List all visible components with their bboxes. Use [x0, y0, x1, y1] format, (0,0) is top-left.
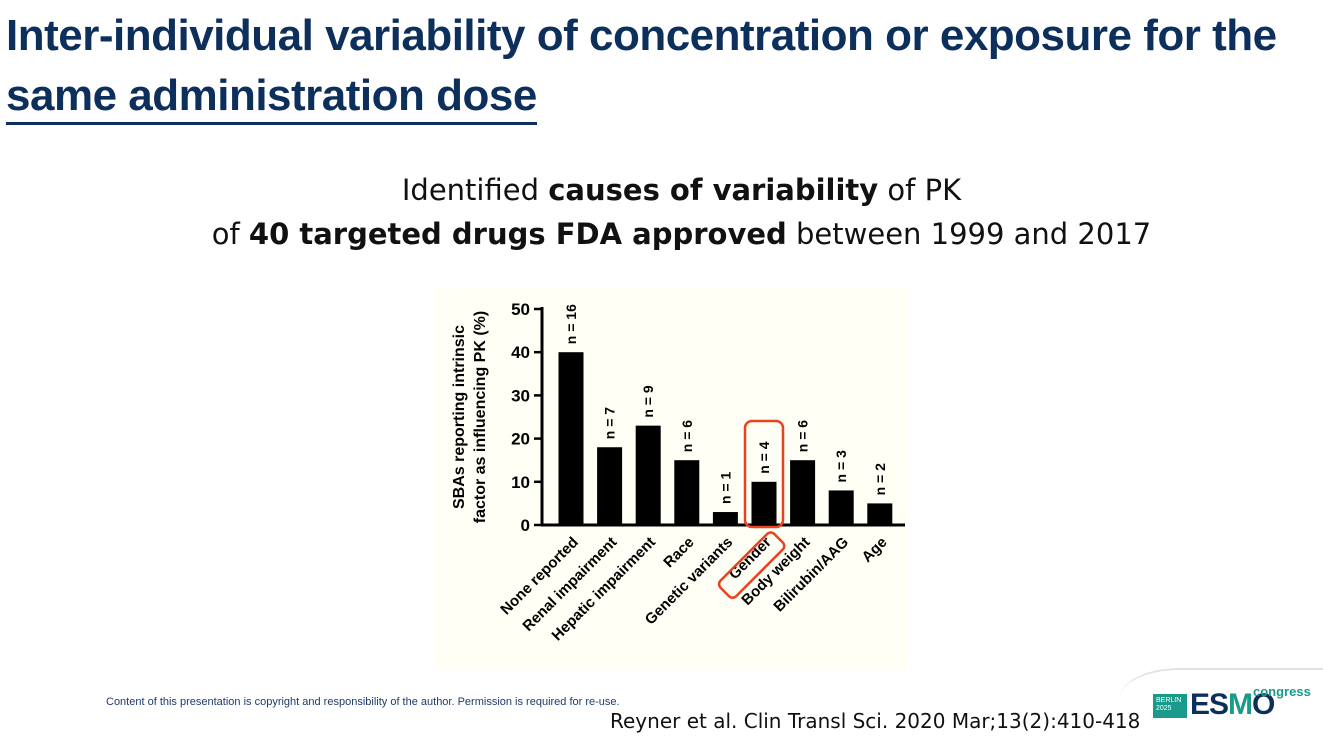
- y-tick-label: 50: [511, 300, 530, 319]
- citation-reference: Reyner et al. Clin Transl Sci. 2020 Mar;…: [610, 709, 1141, 733]
- y-tick-label: 10: [511, 473, 530, 492]
- bar-gender: [751, 481, 777, 525]
- copyright-notice: Content of this presentation is copyrigh…: [106, 696, 620, 708]
- y-axis-label-line1: SBAs reporting intrinsic: [451, 325, 468, 509]
- subtitle-line2-pre: of: [211, 217, 249, 251]
- bar-count-label: n = 9: [640, 385, 656, 418]
- gender-highlight-box: [743, 419, 785, 529]
- slide-title: Inter-individual variability of concentr…: [6, 6, 1306, 126]
- subtitle-line1-bold: causes of variability: [548, 173, 879, 207]
- logo-esmo-text: ESMO: [1190, 688, 1275, 722]
- bar-count-label: n = 2: [872, 463, 888, 496]
- bar-count-label: n = 4: [756, 441, 772, 474]
- bar-age: [867, 503, 893, 525]
- y-axis-label-line2: factor as influencing PK (%): [472, 311, 489, 523]
- bar-count-label: n = 16: [563, 304, 579, 344]
- bar-count-label: n = 6: [679, 420, 695, 453]
- bar-renal-impairment: [597, 447, 623, 525]
- logo-esmo-es: ES: [1190, 688, 1229, 721]
- subtitle-line1-pre: Identified: [401, 173, 549, 207]
- bar-count-label: n = 1: [717, 472, 733, 505]
- bar-hepatic-impairment: [635, 425, 661, 525]
- bar-count-label: n = 3: [833, 450, 849, 483]
- subtitle-line2-post: between 1999 and 2017: [786, 217, 1152, 251]
- badge-year: 2025: [1156, 705, 1172, 712]
- logo-badge: BERLIN 2025: [1153, 694, 1187, 718]
- subtitle-line2-bold: 40 targeted drugs FDA approved: [248, 217, 787, 251]
- gender-label-highlight-box: [717, 531, 786, 599]
- bar-none-reported: [558, 352, 584, 525]
- subtitle-line1: Identified causes of variability of PK: [0, 168, 1323, 212]
- subtitle-line2: of 40 targeted drugs FDA approved betwee…: [0, 212, 1323, 256]
- y-tick-label: 20: [511, 430, 530, 449]
- logo-esmo-m: M: [1228, 688, 1253, 721]
- y-tick-label: 30: [511, 386, 530, 405]
- slide-subtitle: Identified causes of variability of PK o…: [0, 168, 1323, 256]
- bar-race: [674, 460, 700, 525]
- subtitle-line1-post: of PK: [878, 173, 962, 207]
- bar-chart-panel: 0 10 20 30 40 50 SBAs reporting intrinsic facto…: [435, 288, 907, 670]
- badge-city: BERLIN: [1156, 697, 1182, 704]
- bar-bilirubin-aag: [828, 490, 854, 525]
- bar-genetic-variants: [712, 512, 738, 525]
- bar-body-weight: [790, 460, 816, 525]
- slide-title-line2: same administration dose: [6, 70, 537, 125]
- logo-esmo-o: O: [1252, 688, 1275, 721]
- footer-curve-decoration: [1120, 668, 1323, 710]
- logo-congress-text: congress: [1253, 684, 1311, 699]
- bar-chart: 0 10 20 30 40 50 SBAs reporting intrinsic facto…: [451, 300, 905, 644]
- bar-count-label: n = 6: [795, 420, 811, 453]
- esmo-congress-logo: BERLIN 2025 ESMO congress: [1150, 684, 1320, 724]
- y-tick-label: 0: [521, 516, 530, 535]
- y-tick-label: 40: [511, 343, 530, 362]
- bar-count-label: n = 7: [602, 407, 618, 440]
- slide-title-line1: Inter-individual variability of concentr…: [6, 11, 1277, 60]
- x-category-label: Age: [859, 534, 891, 566]
